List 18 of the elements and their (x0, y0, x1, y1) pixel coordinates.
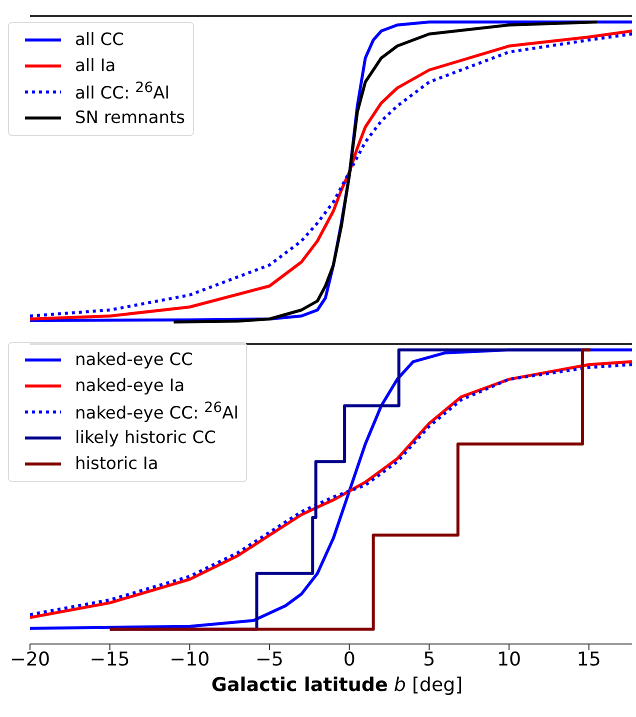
legend-label: naked-eye CC: $^{26}$Al (75, 400, 238, 424)
x-tick-label: 5 (423, 648, 436, 670)
legend-label: historic Ia (75, 454, 158, 474)
legend-label: naked-eye Ia (75, 376, 185, 396)
legend-label: SN remnants (75, 108, 186, 128)
legend-label: likely historic CC (75, 428, 216, 448)
x-tick-label: −5 (256, 648, 284, 670)
x-tick-label: −15 (90, 648, 130, 670)
x-axis-title: Galactic latitude b [deg] (211, 674, 463, 696)
legend-label: all Ia (75, 56, 116, 76)
x-tick-label: 0 (343, 648, 356, 670)
x-tick-label: −20 (10, 648, 50, 670)
x-tick-label: −10 (170, 648, 210, 670)
legend-label: all CC: $^{26}$Al (75, 80, 170, 104)
legend-label: naked-eye CC (75, 350, 193, 370)
legend-label: all CC (75, 30, 124, 50)
x-tick-label: 15 (576, 648, 601, 670)
x-tick-label: 10 (496, 648, 522, 670)
